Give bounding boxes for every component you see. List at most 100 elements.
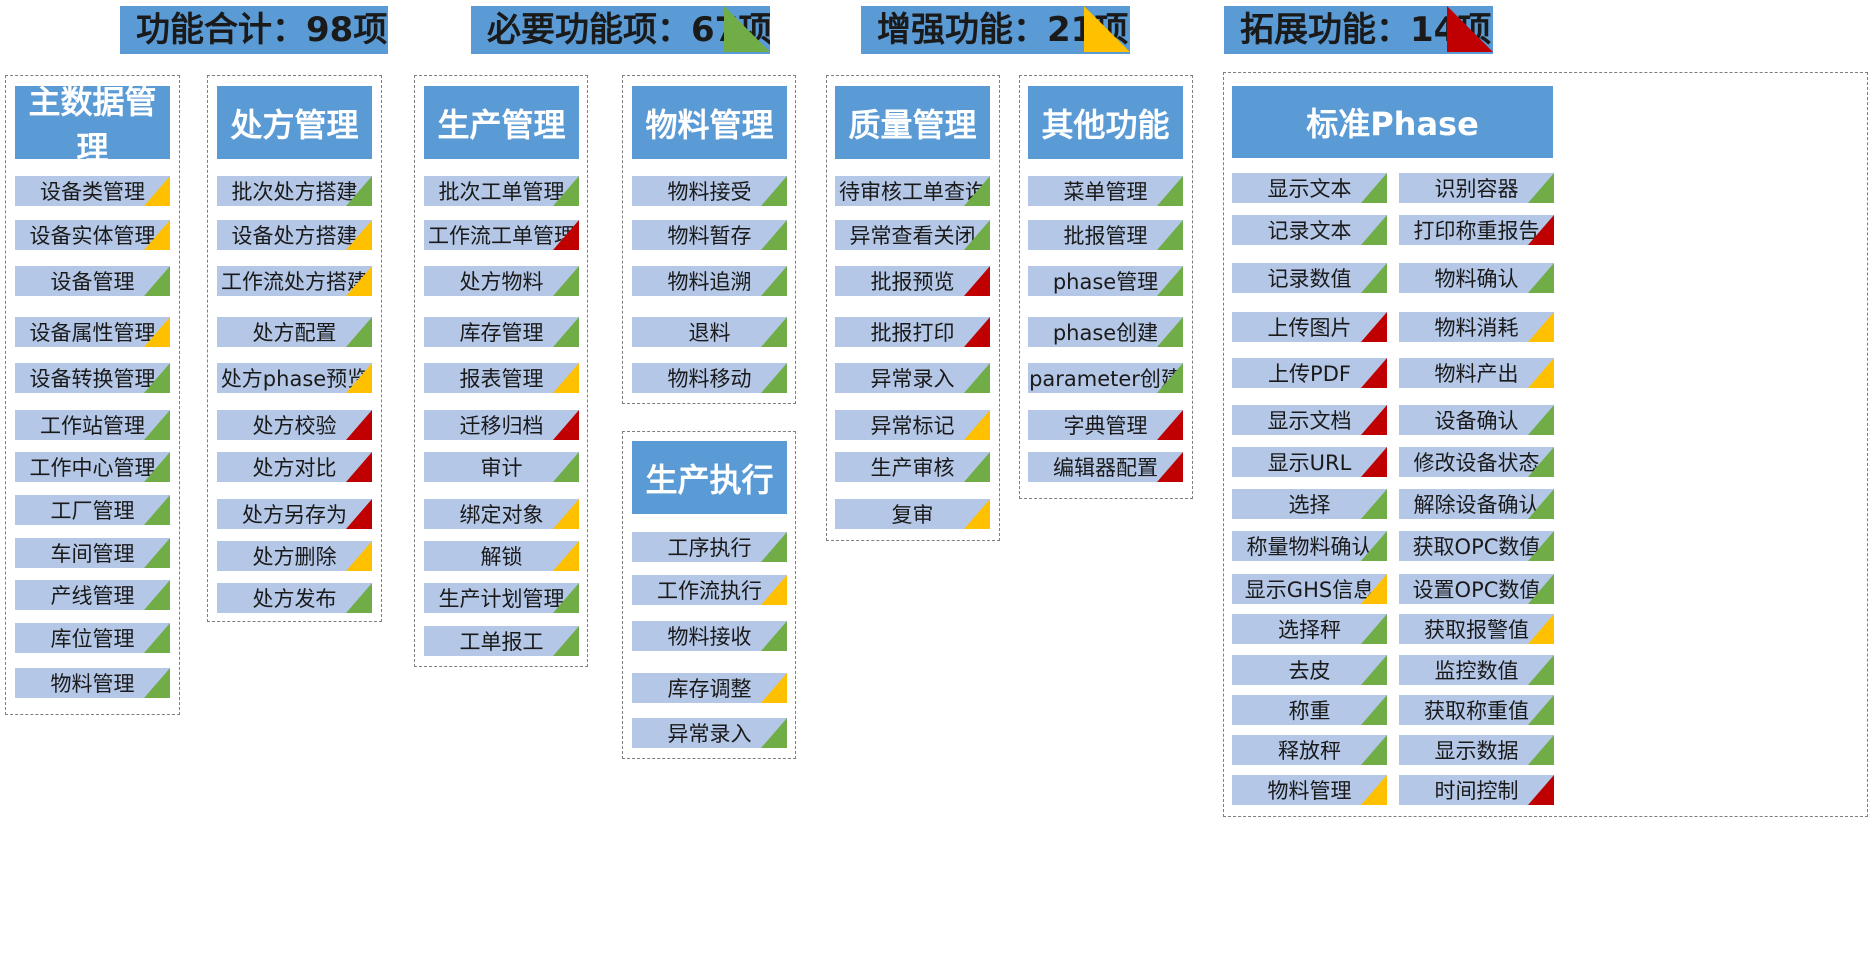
group-title-text: 标准Phase — [1306, 105, 1479, 143]
feature-item: 获取称重值 — [1399, 695, 1554, 725]
group-title: 其他功能 — [1028, 86, 1183, 159]
priority-marker — [1157, 317, 1183, 347]
feature-label: 上传PDF — [1268, 362, 1351, 386]
priority-marker — [1361, 695, 1387, 725]
legend-corner-marker — [1084, 6, 1130, 52]
feature-item: 打印称重报告 — [1399, 215, 1554, 245]
priority-marker — [964, 499, 990, 529]
feature-label: 释放秤 — [1278, 739, 1341, 763]
feature-item: 获取OPC数值 — [1399, 531, 1554, 561]
priority-marker — [144, 220, 170, 250]
feature-item: 处方物料 — [424, 266, 579, 296]
feature-label: 显示文档 — [1267, 409, 1352, 433]
feature-label: 设备属性管理 — [29, 321, 156, 345]
priority-marker — [144, 266, 170, 296]
priority-marker — [1361, 173, 1387, 203]
feature-item: 批次处方搭建 — [217, 176, 372, 206]
priority-marker — [1528, 447, 1554, 477]
legend-text: 功能合计：98项 — [136, 10, 388, 50]
feature-label: 时间控制 — [1434, 779, 1519, 803]
function-group — [207, 75, 382, 622]
feature-item: 设备类管理 — [15, 176, 170, 206]
feature-item: 显示URL — [1232, 447, 1387, 477]
priority-marker — [1361, 574, 1387, 604]
priority-marker — [1361, 215, 1387, 245]
feature-item: 报表管理 — [424, 363, 579, 393]
feature-item: 监控数值 — [1399, 655, 1554, 685]
priority-marker — [1157, 220, 1183, 250]
feature-label: 解除设备确认 — [1413, 493, 1540, 517]
feature-label: 修改设备状态 — [1413, 451, 1540, 475]
feature-item: 处方发布 — [217, 583, 372, 613]
feature-item: 解锁 — [424, 541, 579, 571]
feature-label: 工作流处方搭建 — [221, 270, 368, 294]
priority-marker — [761, 532, 787, 562]
feature-label: 显示URL — [1267, 451, 1352, 475]
feature-label: 设备类管理 — [40, 180, 145, 204]
feature-label: 设备确认 — [1434, 409, 1519, 433]
feature-label: 工作站管理 — [40, 414, 145, 438]
priority-marker — [346, 410, 372, 440]
feature-label: 选择秤 — [1278, 618, 1341, 642]
legend-banner: 增强功能：21项 — [861, 6, 1130, 54]
priority-marker — [144, 580, 170, 610]
feature-item: 处方另存为 — [217, 499, 372, 529]
group-title-text: 处方管理 — [230, 105, 359, 144]
feature-label: 设备处方搭建 — [231, 224, 358, 248]
feature-item: 批报打印 — [835, 317, 990, 347]
feature-item: 生产计划管理 — [424, 583, 579, 613]
feature-item: 异常录入 — [835, 363, 990, 393]
priority-marker — [553, 452, 579, 482]
feature-label: 处方校验 — [252, 414, 337, 438]
feature-item: 工作中心管理 — [15, 452, 170, 482]
priority-marker — [761, 317, 787, 347]
feature-item: 产线管理 — [15, 580, 170, 610]
feature-label: 处方另存为 — [242, 503, 347, 527]
priority-marker — [1528, 312, 1554, 342]
feature-label: phase创建 — [1052, 321, 1159, 345]
priority-marker — [346, 176, 372, 206]
feature-item: 物料消耗 — [1399, 312, 1554, 342]
feature-label: 待审核工单查询 — [839, 180, 986, 204]
feature-label: 设置OPC数值 — [1412, 578, 1541, 602]
priority-marker — [761, 673, 787, 703]
feature-item: 显示数据 — [1399, 735, 1554, 765]
feature-label: parameter创建 — [1029, 367, 1182, 391]
priority-marker — [553, 363, 579, 393]
priority-marker — [1528, 655, 1554, 685]
priority-marker — [1361, 489, 1387, 519]
feature-item: 称量物料确认 — [1232, 531, 1387, 561]
feature-label: 退料 — [688, 321, 731, 345]
feature-label: 生产审核 — [870, 456, 955, 480]
priority-marker — [1528, 489, 1554, 519]
feature-label: 生产计划管理 — [438, 587, 565, 611]
priority-marker — [144, 363, 170, 393]
group-title: 生产管理 — [424, 86, 579, 159]
feature-label: phase管理 — [1052, 270, 1159, 294]
feature-item: 批报预览 — [835, 266, 990, 296]
feature-label: 车间管理 — [50, 542, 135, 566]
feature-label: 处方发布 — [252, 587, 337, 611]
feature-item: 获取报警值 — [1399, 614, 1554, 644]
priority-marker — [346, 317, 372, 347]
feature-label: 异常标记 — [870, 414, 955, 438]
feature-label: 物料接收 — [667, 625, 752, 649]
feature-item: 处方phase预览 — [217, 363, 372, 393]
feature-item: 异常查看关闭 — [835, 220, 990, 250]
priority-marker — [1361, 735, 1387, 765]
priority-marker — [761, 621, 787, 651]
feature-label: 打印称重报告 — [1413, 219, 1540, 243]
legend-corner-marker — [724, 6, 770, 52]
priority-marker — [553, 220, 579, 250]
feature-label: 库存调整 — [667, 677, 752, 701]
legend-corner-marker — [1447, 6, 1493, 52]
priority-marker — [144, 623, 170, 653]
feature-label: 设备管理 — [50, 270, 135, 294]
priority-marker — [1157, 410, 1183, 440]
priority-marker — [964, 410, 990, 440]
feature-item: 上传图片 — [1232, 312, 1387, 342]
feature-item: 识别容器 — [1399, 173, 1554, 203]
group-title-text: 主数据管理 — [28, 82, 157, 167]
feature-label: 物料追溯 — [667, 270, 752, 294]
feature-label: 物料确认 — [1434, 267, 1519, 291]
